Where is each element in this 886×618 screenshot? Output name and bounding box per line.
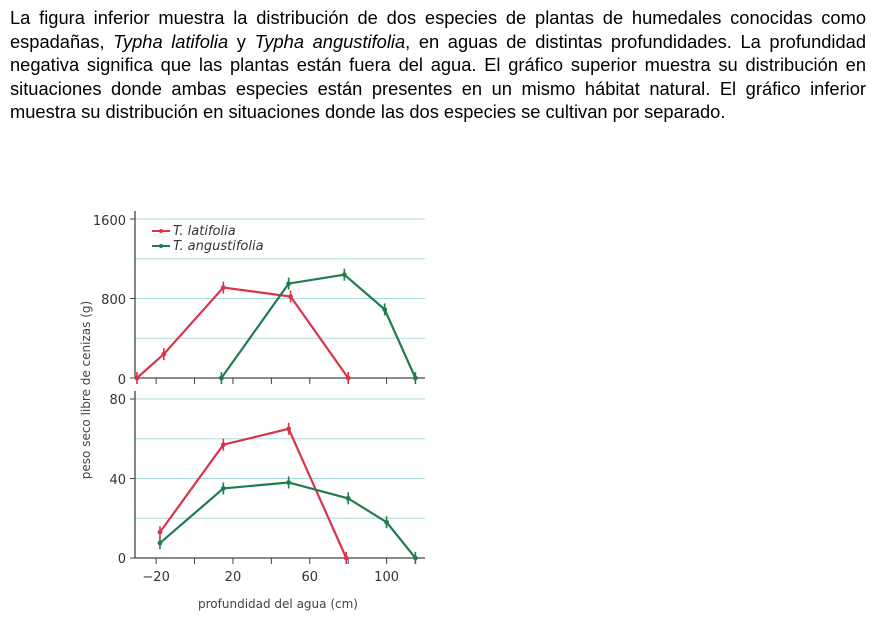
y-axis-label: peso seco libre de cenizas (g) [79, 301, 93, 479]
lower-ytick-80: 80 [109, 393, 126, 408]
legend-label-latifolia: T. latifolia [173, 224, 236, 239]
lower-data-point [157, 540, 163, 546]
legend: T. latifolia T. angustifolia [152, 224, 264, 254]
lower-data-point [343, 555, 349, 561]
legend-marker-angustifolia [159, 244, 163, 248]
lower-data-point [345, 495, 351, 501]
legend-label-angustifolia: T. angustifolia [173, 239, 264, 254]
upper-data-point [341, 272, 347, 278]
upper-data-point [382, 307, 388, 312]
lower-series-line-0 [159, 427, 348, 559]
xtick-label: 20 [225, 570, 242, 585]
lower-data-point [220, 486, 226, 491]
xtick-label: 60 [301, 570, 318, 585]
upper-series-line-0 [136, 286, 350, 379]
legend-marker-latifolia [159, 229, 163, 233]
xtick-label: −20 [142, 570, 169, 585]
intro-paragraph: La figura inferior muestra la distribuci… [10, 6, 866, 124]
upper-data-point [288, 294, 293, 299]
species-2: Typha angustifolia [254, 30, 406, 52]
upper-data-point [219, 375, 224, 381]
upper-data-point [286, 281, 292, 286]
upper-ytick-800: 800 [101, 293, 126, 308]
lower-data-point [286, 426, 292, 432]
lower-series-line-1 [159, 481, 417, 559]
lower-ytick-40: 40 [109, 473, 126, 488]
xtick-label: 100 [374, 570, 399, 585]
lower-data-point [220, 442, 226, 448]
lower-data-point [384, 519, 389, 525]
para-text-1: La figura inferior muestra la distribuci… [10, 7, 866, 52]
lower-data-point [412, 555, 418, 561]
lower-data-point [286, 480, 292, 485]
upper-ytick-0: 0 [118, 373, 126, 388]
upper-ytick-1600: 1600 [93, 214, 126, 229]
lower-ytick-0: 0 [118, 552, 126, 567]
para-text-2: , en aguas de distintas profundidades. L… [10, 30, 866, 123]
upper-data-point [220, 285, 226, 290]
para-and: y [228, 30, 255, 52]
x-axis-label: profundidad del agua (cm) [198, 597, 358, 611]
upper-data-point [345, 375, 351, 381]
upper-data-point [161, 351, 167, 357]
upper-data-point [412, 375, 418, 381]
species-1: Typha latifolia [113, 30, 229, 52]
lower-data-point [157, 529, 163, 535]
upper-data-point [134, 375, 140, 381]
